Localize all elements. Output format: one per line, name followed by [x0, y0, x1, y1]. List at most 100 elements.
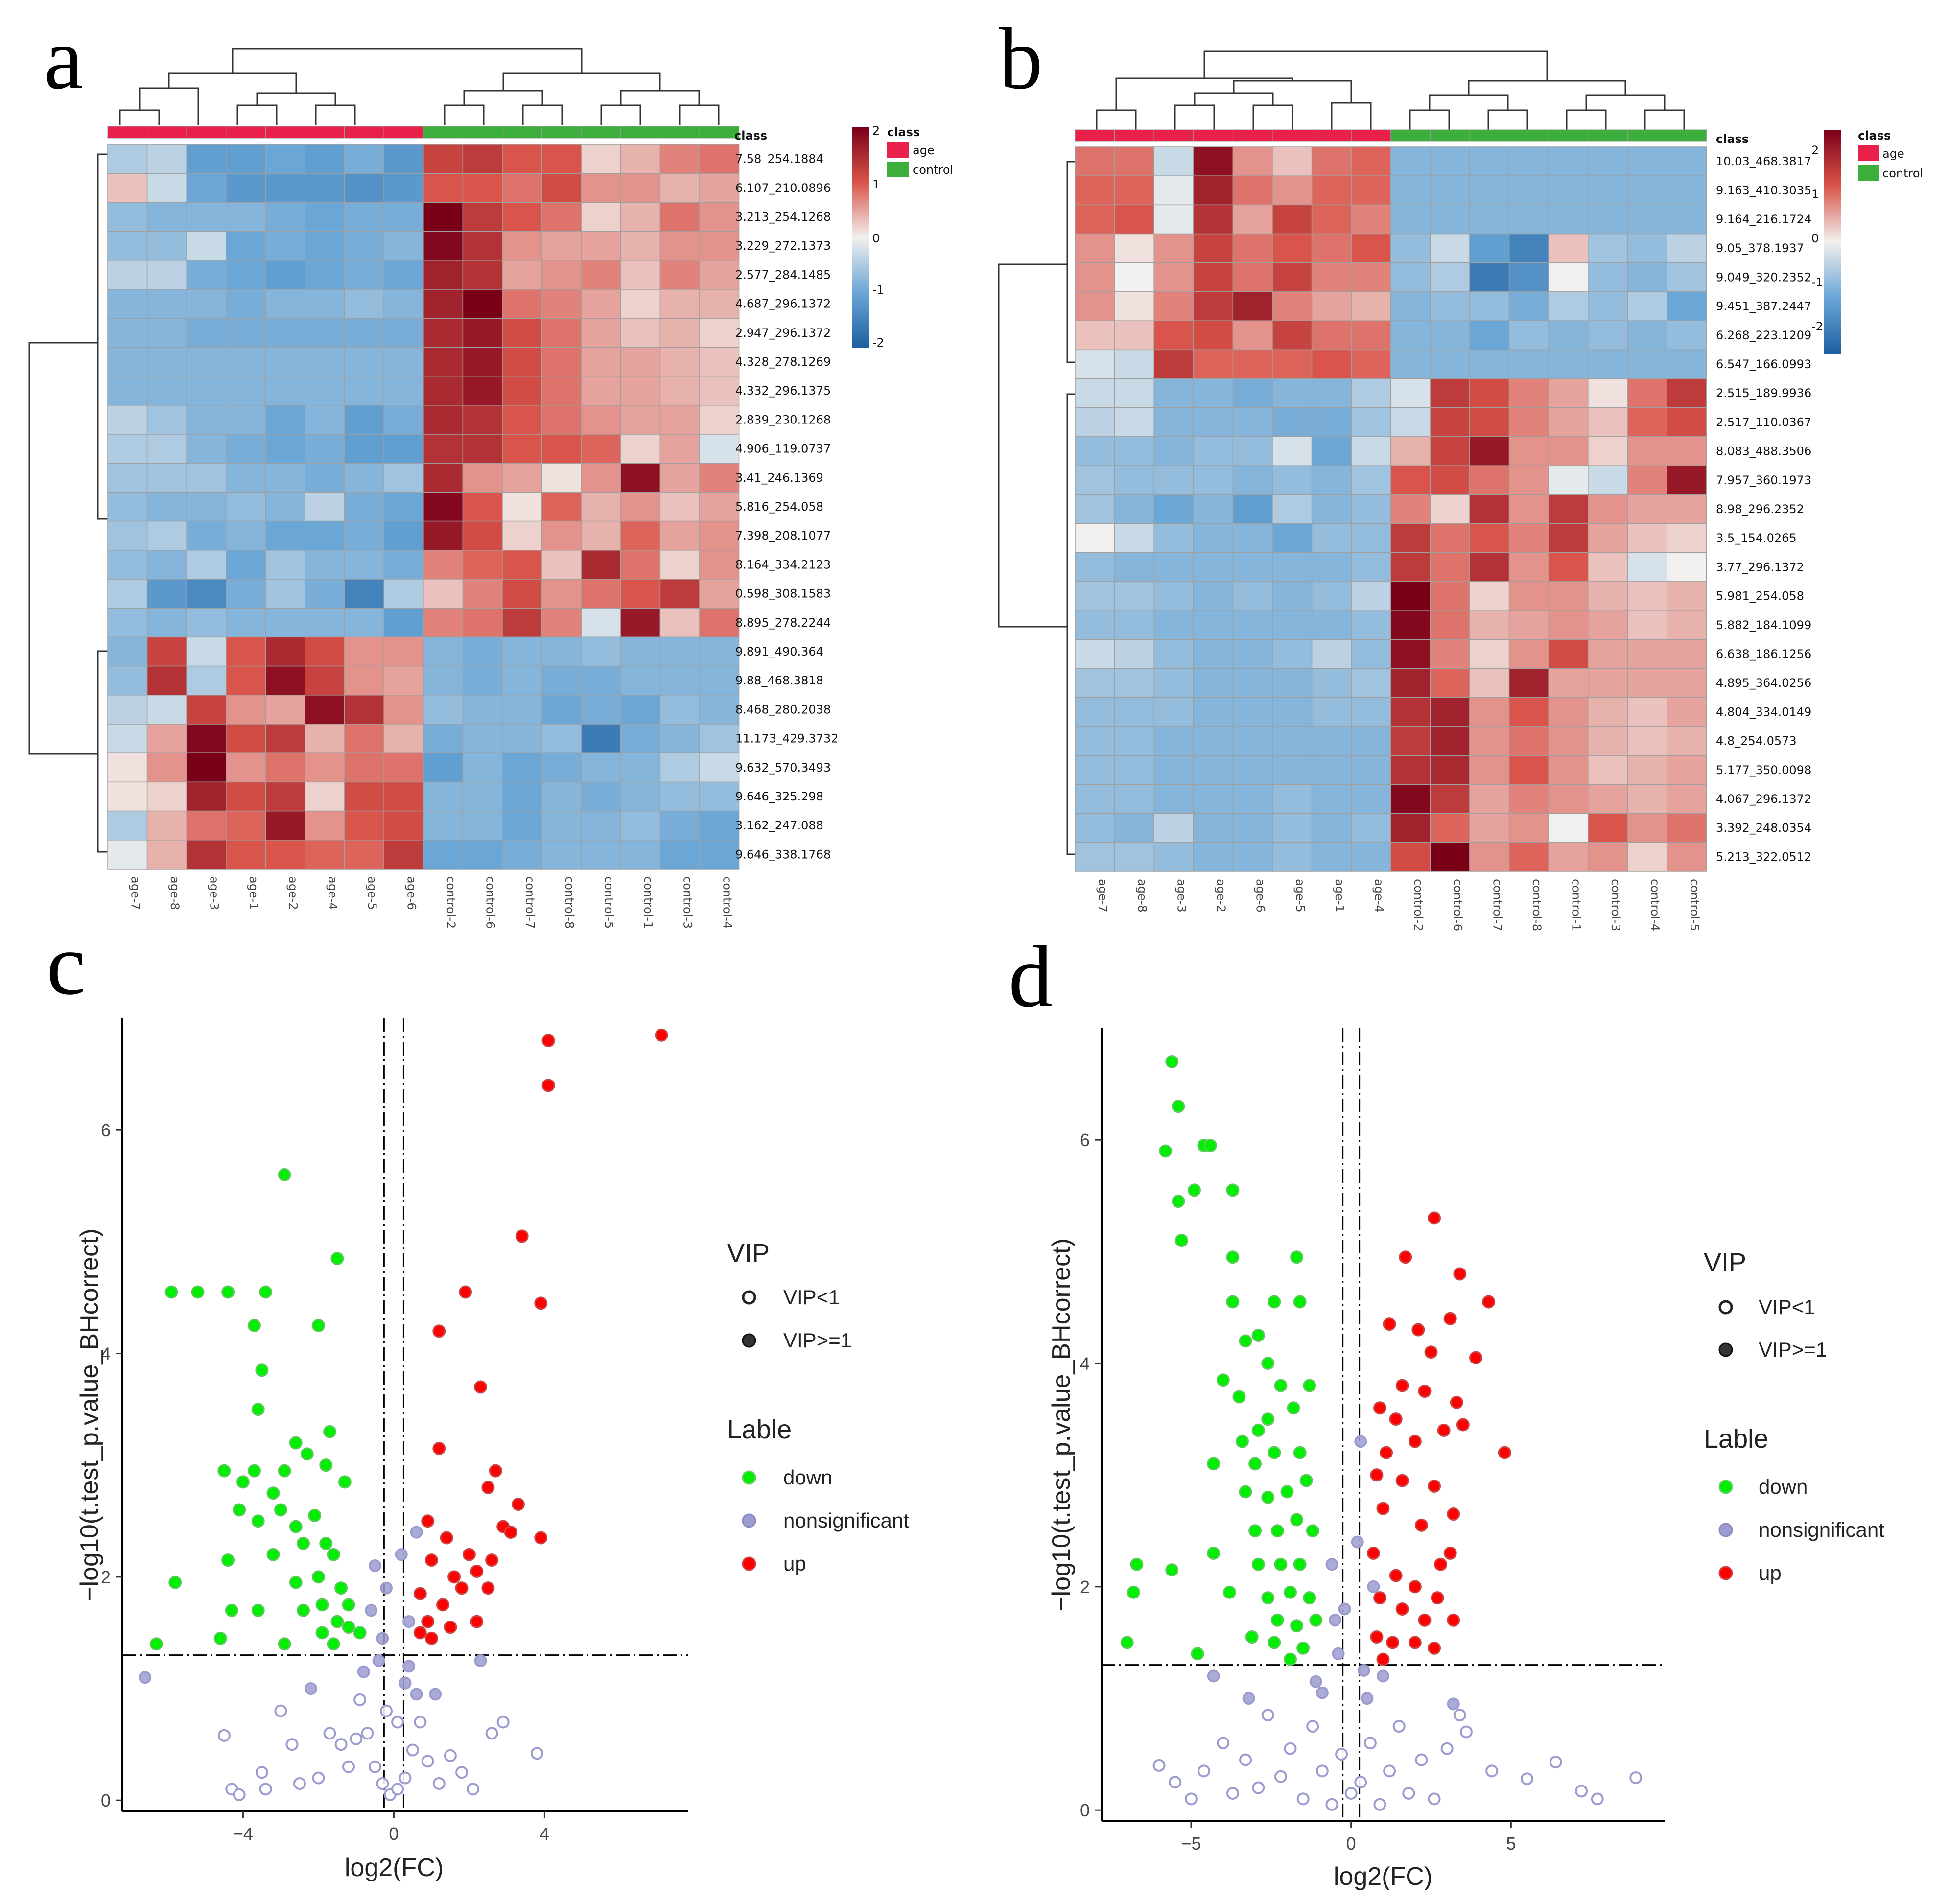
heatmap-cell: [226, 608, 266, 638]
heatmap-cell: [1153, 842, 1194, 872]
heatmap-cell: [423, 173, 464, 203]
heatmap-cell: [1627, 668, 1667, 698]
nonsignificant-point: [485, 1727, 498, 1740]
heatmap-cell: [1075, 407, 1115, 437]
down-point: [289, 1520, 303, 1533]
down-point: [1203, 1139, 1217, 1152]
down-point: [221, 1553, 235, 1567]
heatmap-cell: [344, 492, 384, 522]
heatmap-cell: [186, 289, 227, 319]
class-legend-swatch-age-a: [887, 142, 909, 158]
heatmap-cell: [1351, 523, 1391, 553]
heatmap-cell: [1272, 320, 1313, 351]
up-point: [447, 1570, 461, 1584]
heatmap-cell: [1508, 146, 1549, 176]
heatmap-cell: [423, 695, 464, 725]
legend-up-symbol-c: [742, 1556, 756, 1571]
heatmap-cell: [1627, 436, 1667, 466]
nonsignificant-point: [1207, 1669, 1220, 1683]
heatmap-cell: [541, 550, 582, 580]
heatmap-cell: [1272, 639, 1313, 669]
heatmap-cell: [620, 173, 661, 203]
row-label: 8.895_278.2244: [735, 616, 831, 630]
heatmap-cell: [344, 144, 384, 174]
heatmap-cell: [1469, 291, 1510, 321]
volcano-plot-d: −5 0 5 0 2 4 6 log2(FC) −log10(t.test_p.value_…: [1047, 1028, 1884, 1891]
column-label: age-3: [208, 876, 221, 910]
heatmap-cell: [1075, 784, 1115, 814]
row-label: 2.839_230.1268: [735, 413, 831, 426]
heatmap-cell: [1430, 494, 1470, 524]
heatmap-cell: [226, 260, 266, 290]
heatmap-cell: [541, 347, 582, 377]
heatmap-cell: [1430, 639, 1470, 669]
down-point: [1303, 1379, 1316, 1392]
up-point: [1408, 1636, 1422, 1649]
nonsignificant-point: [1152, 1759, 1166, 1772]
down-point: [297, 1603, 310, 1617]
heatmap-cell: [1548, 726, 1589, 756]
heatmap-cell: [502, 289, 542, 319]
heatmap-cell: [1075, 233, 1115, 263]
heatmap-cell: [1588, 842, 1628, 872]
down-point: [266, 1548, 280, 1561]
nonsignificant-point: [1325, 1798, 1338, 1811]
heatmap-cell: [107, 434, 148, 464]
up-point: [470, 1615, 484, 1628]
heatmap-cell: [620, 550, 661, 580]
legend-vip-title-d: VIP: [1704, 1248, 1746, 1277]
class-legend-title-a: class: [887, 125, 920, 139]
legend-label-title-c: Lable: [727, 1415, 792, 1444]
heatmap-cell: [1311, 697, 1352, 727]
heatmap-cell: [1469, 842, 1510, 872]
heatmap-cell: [1469, 262, 1510, 292]
heatmap-cell: [502, 752, 542, 783]
heatmap-cell: [620, 318, 661, 348]
nonsignificant-point: [1198, 1764, 1211, 1778]
heatmap-cell: [1232, 204, 1273, 235]
heatmap-cell: [1311, 581, 1352, 611]
down-point: [1268, 1636, 1281, 1649]
heatmap-cell: [1667, 407, 1707, 437]
nonsignificant-point: [368, 1760, 381, 1773]
nonsignificant-point: [1261, 1709, 1274, 1722]
heatmap-cell: [1667, 320, 1707, 351]
heatmap-cell: [186, 724, 227, 753]
heatmap-cell: [1548, 668, 1589, 698]
column-label: control-6: [484, 876, 497, 929]
heatmap-cell: [107, 724, 148, 753]
up-point: [1408, 1580, 1422, 1594]
heatmap-cell: [1193, 146, 1234, 176]
down-point: [1303, 1591, 1316, 1605]
heatmap-cell: [383, 550, 424, 580]
heatmap-cell: [265, 405, 305, 435]
heatmap-cell: [1430, 465, 1470, 495]
heatmap-cell: [1193, 697, 1234, 727]
down-point: [255, 1363, 269, 1377]
heatmap-cell: [226, 405, 266, 435]
row-labels-b: 10.03_468.3817 9.163_410.3035 9.164_216.17…: [1716, 155, 1811, 864]
heatmap-cell: [1351, 146, 1391, 176]
heatmap-cell: [1548, 262, 1589, 292]
row-dendrogram-b: [998, 161, 1075, 855]
heatmap-cell: [107, 144, 148, 174]
nonsignificant-point: [342, 1760, 355, 1773]
heatmap-cell: [1508, 523, 1549, 553]
up-point: [1447, 1507, 1460, 1521]
up-point: [489, 1464, 502, 1478]
heatmap-cell: [186, 260, 227, 290]
heatmap-cell: [541, 608, 582, 638]
heatmap-cell: [305, 781, 345, 812]
row-label: 5.981_254.058: [1716, 589, 1804, 603]
row-label: 3.77_296.1372: [1716, 560, 1804, 574]
colorbar-tick-a-2: 0: [872, 232, 880, 245]
nonsignificant-point: [1447, 1697, 1460, 1711]
down-point: [1261, 1591, 1275, 1605]
heatmap-cell: [383, 231, 424, 261]
heatmap-cell: [107, 260, 148, 290]
row-label: 4.8_254.0573: [1716, 734, 1797, 748]
row-label: 7.957_360.1973: [1716, 473, 1811, 487]
down-point: [311, 1570, 325, 1584]
up-point: [1383, 1317, 1396, 1331]
heatmap-cell: [1193, 175, 1234, 206]
